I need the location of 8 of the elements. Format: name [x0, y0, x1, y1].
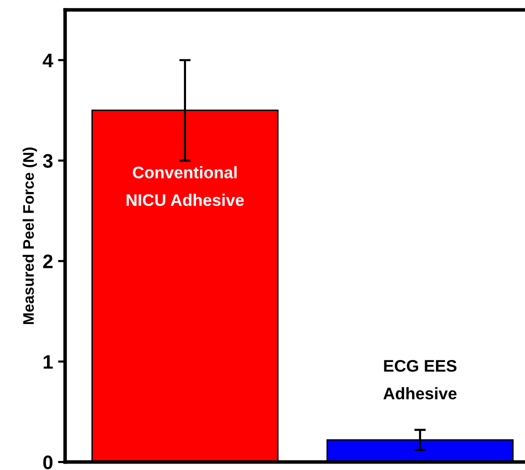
x-tick-label: ECG EES Adhesive [383, 360, 457, 400]
y-tick-label: 0 [43, 455, 52, 470]
x-tick-label: Conventional NICU Adhesive [126, 166, 244, 206]
y-axis-title: Measured Peel Force (N) [22, 148, 37, 324]
y-tick-label: 2 [43, 254, 53, 268]
y-tick-label: 1 [44, 355, 53, 369]
y-tick-label: 4 [42, 54, 54, 68]
y-tick-label: 3 [42, 154, 53, 168]
